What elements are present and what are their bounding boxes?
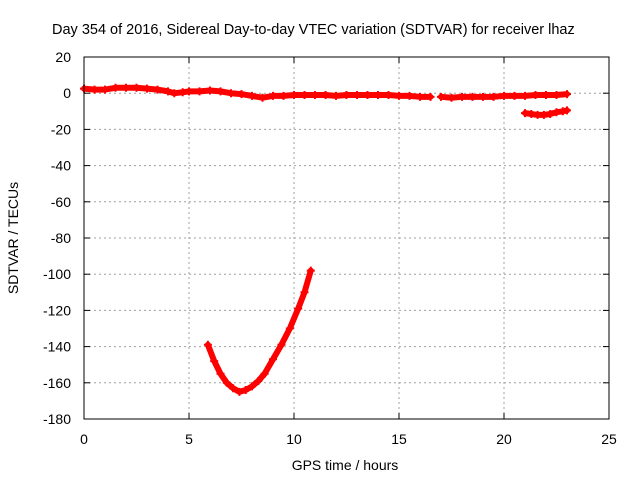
data-point — [285, 324, 294, 333]
data-point — [306, 266, 315, 275]
data-point — [363, 91, 372, 100]
data-marks — [80, 83, 571, 396]
y-tick-label: -140 — [43, 339, 71, 355]
grid-lines — [84, 57, 609, 419]
data-point — [479, 92, 487, 101]
data-point — [269, 91, 277, 100]
data-point — [210, 357, 219, 366]
data-point — [563, 106, 571, 115]
data-point — [222, 378, 231, 387]
y-tick-label: -60 — [51, 194, 71, 210]
x-tick-label: 5 — [185, 431, 193, 447]
series-segment-1 — [80, 83, 435, 102]
x-tick-label: 10 — [286, 431, 302, 447]
data-point — [447, 93, 456, 102]
chart-title: Day 354 of 2016, Sidereal Day-to-day VTE… — [52, 22, 575, 38]
data-point — [101, 85, 109, 94]
y-tick-label: 20 — [55, 49, 71, 65]
data-point — [122, 83, 130, 92]
data-point — [489, 92, 498, 101]
y-tick-label: -160 — [43, 375, 71, 391]
data-point — [542, 91, 550, 100]
y-tick-label: -80 — [51, 230, 71, 246]
x-tick-label: 25 — [601, 431, 617, 447]
data-point — [235, 387, 244, 396]
data-point — [500, 91, 508, 100]
data-point — [170, 89, 179, 98]
y-tick-label: -100 — [43, 266, 71, 282]
series-segment-3 — [521, 106, 571, 119]
axis-ticks: 0 5 10 15 20 25 -180 -160 -140 -120 -100 -80 -60 -40 -… — [43, 49, 617, 447]
data-point — [277, 340, 286, 349]
data-point — [248, 382, 256, 391]
data-point — [311, 91, 319, 100]
x-axis-label: GPS time / hours — [292, 457, 399, 473]
data-point — [384, 91, 393, 100]
data-point — [546, 110, 555, 119]
y-axis-label: SDTVAR / TECUs — [5, 182, 21, 294]
data-point — [143, 84, 151, 93]
data-point — [395, 91, 403, 100]
data-point — [294, 304, 303, 313]
data-point — [458, 92, 466, 101]
data-point — [241, 386, 250, 395]
data-point — [290, 91, 298, 100]
data-point — [203, 340, 212, 349]
data-point — [510, 91, 519, 100]
data-point — [229, 384, 238, 393]
data-point — [468, 92, 477, 101]
data-point — [437, 92, 445, 101]
x-tick-label: 15 — [391, 431, 407, 447]
data-point — [300, 91, 309, 100]
data-point — [164, 87, 172, 96]
data-point — [269, 355, 277, 364]
data-point — [153, 85, 162, 94]
x-tick-label: 20 — [496, 431, 512, 447]
data-point — [237, 90, 246, 99]
series-segment-2 — [437, 90, 571, 102]
y-tick-label: 0 — [63, 85, 71, 101]
data-point — [552, 91, 561, 100]
data-point — [258, 93, 267, 102]
data-point — [227, 89, 235, 98]
data-point — [563, 90, 571, 99]
data-point — [111, 83, 120, 92]
y-tick-label: -120 — [43, 302, 71, 318]
y-tick-label: -40 — [51, 158, 71, 174]
series-line — [204, 267, 314, 395]
data-point — [132, 83, 141, 92]
data-point — [405, 91, 414, 100]
data-point — [521, 91, 529, 100]
data-point — [426, 92, 435, 101]
data-point — [332, 91, 340, 100]
data-point — [342, 91, 351, 100]
data-point — [300, 288, 309, 297]
data-point — [185, 87, 193, 96]
data-point — [216, 369, 225, 378]
data-point — [195, 87, 204, 96]
data-point — [531, 91, 540, 100]
data-point — [206, 86, 214, 95]
x-tick-label: 0 — [80, 431, 88, 447]
data-point — [90, 85, 99, 94]
data-point — [416, 92, 424, 101]
y-tick-label: -180 — [43, 411, 71, 427]
data-point — [374, 91, 382, 100]
y-tick-label: -20 — [51, 121, 71, 137]
data-point — [216, 87, 225, 96]
data-point — [248, 91, 256, 100]
series-segment-4 — [203, 266, 315, 396]
data-point — [254, 376, 263, 385]
data-point — [353, 91, 361, 100]
data-point — [321, 91, 330, 100]
data-point — [260, 369, 269, 378]
data-point — [279, 91, 288, 100]
